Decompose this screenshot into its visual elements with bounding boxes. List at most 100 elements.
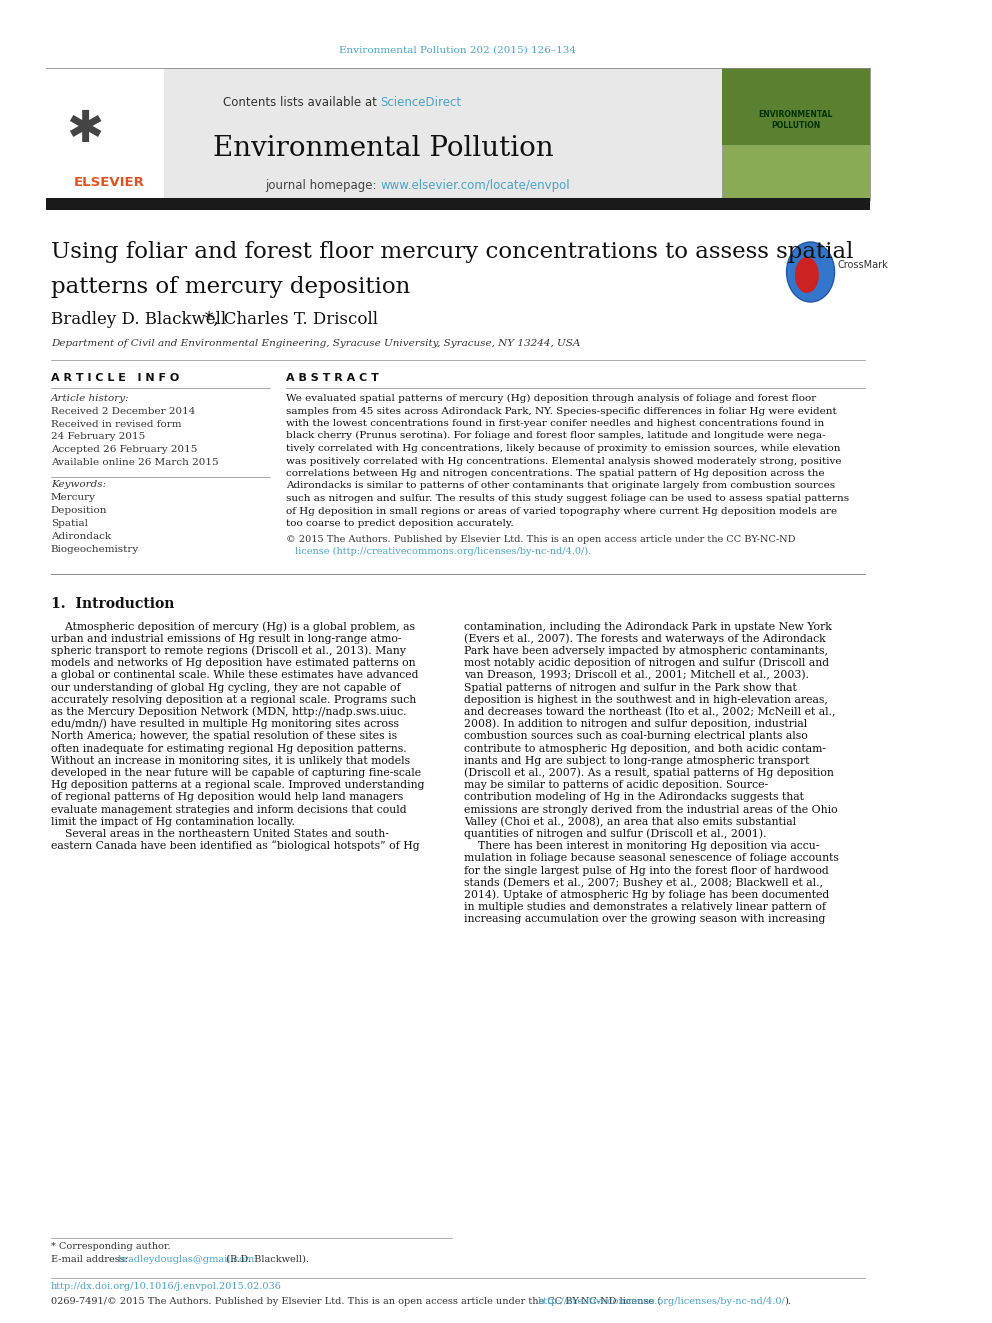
Text: was positively correlated with Hg concentrations. Elemental analysis showed mode: was positively correlated with Hg concen… [286, 456, 841, 466]
Text: bradleydouglas@gmail.com: bradleydouglas@gmail.com [117, 1256, 255, 1263]
Text: limit the impact of Hg contamination locally.: limit the impact of Hg contamination loc… [51, 816, 295, 827]
Text: Hg deposition patterns at a regional scale. Improved understanding: Hg deposition patterns at a regional sca… [51, 781, 425, 790]
Text: http://dx.doi.org/10.1016/j.envpol.2015.02.036: http://dx.doi.org/10.1016/j.envpol.2015.… [51, 1282, 282, 1291]
Text: * Corresponding author.: * Corresponding author. [51, 1242, 171, 1252]
Text: © 2015 The Authors. Published by Elsevier Ltd. This is an open access article un: © 2015 The Authors. Published by Elsevie… [286, 534, 796, 544]
Text: Contents lists available at: Contents lists available at [223, 97, 380, 110]
Text: Keywords:: Keywords: [51, 480, 106, 490]
Text: 1.  Introduction: 1. Introduction [51, 598, 175, 611]
Text: and decreases toward the northeast (Ito et al., 2002; McNeill et al.,: and decreases toward the northeast (Ito … [464, 706, 836, 717]
Text: (Driscoll et al., 2007). As a result, spatial patterns of Hg deposition: (Driscoll et al., 2007). As a result, sp… [464, 767, 834, 778]
Text: Environmental Pollution: Environmental Pollution [213, 135, 554, 161]
Text: too coarse to predict deposition accurately.: too coarse to predict deposition accurat… [286, 519, 514, 528]
Text: quantities of nitrogen and sulfur (Driscoll et al., 2001).: quantities of nitrogen and sulfur (Drisc… [464, 828, 767, 839]
Text: van Dreason, 1993; Driscoll et al., 2001; Mitchell et al., 2003).: van Dreason, 1993; Driscoll et al., 2001… [464, 669, 809, 680]
Text: patterns of mercury deposition: patterns of mercury deposition [51, 277, 410, 298]
Text: Park have been adversely impacted by atmospheric contaminants,: Park have been adversely impacted by atm… [464, 646, 828, 656]
Text: ELSEVIER: ELSEVIER [73, 176, 145, 189]
Text: Biogeochemistry: Biogeochemistry [51, 545, 139, 554]
Text: may be similar to patterns of acidic deposition. Source-: may be similar to patterns of acidic dep… [464, 781, 769, 790]
Text: tively correlated with Hg concentrations, likely because of proximity to emissio: tively correlated with Hg concentrations… [286, 445, 840, 452]
Text: Atmospheric deposition of mercury (Hg) is a global problem, as: Atmospheric deposition of mercury (Hg) i… [51, 620, 415, 631]
Text: correlations between Hg and nitrogen concentrations. The spatial pattern of Hg d: correlations between Hg and nitrogen con… [286, 468, 824, 478]
FancyBboxPatch shape [722, 67, 870, 146]
Text: of regional patterns of Hg deposition would help land managers: of regional patterns of Hg deposition wo… [51, 792, 403, 802]
Text: Spatial patterns of nitrogen and sulfur in the Park show that: Spatial patterns of nitrogen and sulfur … [464, 683, 798, 692]
Ellipse shape [787, 242, 834, 302]
Text: Deposition: Deposition [51, 505, 107, 515]
Text: Accepted 26 February 2015: Accepted 26 February 2015 [51, 445, 197, 454]
Text: accurately resolving deposition at a regional scale. Programs such: accurately resolving deposition at a reg… [51, 695, 416, 705]
Text: There has been interest in monitoring Hg deposition via accu-: There has been interest in monitoring Hg… [464, 841, 819, 851]
Text: evaluate management strategies and inform decisions that could: evaluate management strategies and infor… [51, 804, 407, 815]
Text: our understanding of global Hg cycling, they are not capable of: our understanding of global Hg cycling, … [51, 683, 401, 692]
Text: www.elsevier.com/locate/envpol: www.elsevier.com/locate/envpol [380, 179, 570, 192]
Text: inants and Hg are subject to long-range atmospheric transport: inants and Hg are subject to long-range … [464, 755, 809, 766]
Text: Adirondacks is similar to patterns of other contaminants that originate largely : Adirondacks is similar to patterns of ot… [286, 482, 835, 491]
Text: 2008). In addition to nitrogen and sulfur deposition, industrial: 2008). In addition to nitrogen and sulfu… [464, 718, 807, 729]
FancyBboxPatch shape [722, 67, 870, 200]
Text: ).: ). [785, 1297, 792, 1306]
Ellipse shape [795, 257, 818, 292]
Text: license (http://creativecommons.org/licenses/by-nc-nd/4.0/).: license (http://creativecommons.org/lice… [296, 548, 591, 557]
Text: ScienceDirect: ScienceDirect [380, 97, 461, 110]
Text: models and networks of Hg deposition have estimated patterns on: models and networks of Hg deposition hav… [51, 658, 416, 668]
FancyBboxPatch shape [47, 67, 722, 200]
Text: Mercury: Mercury [51, 493, 96, 501]
Text: E-mail address:: E-mail address: [51, 1256, 131, 1263]
Text: emissions are strongly derived from the industrial areas of the Ohio: emissions are strongly derived from the … [464, 804, 838, 815]
Text: mulation in foliage because seasonal senescence of foliage accounts: mulation in foliage because seasonal sen… [464, 853, 839, 864]
Text: Department of Civil and Environmental Engineering, Syracuse University, Syracuse: Department of Civil and Environmental En… [51, 339, 580, 348]
FancyBboxPatch shape [47, 67, 165, 200]
Text: urban and industrial emissions of Hg result in long-range atmo-: urban and industrial emissions of Hg res… [51, 634, 402, 644]
Text: A B S T R A C T: A B S T R A C T [286, 373, 379, 382]
Text: most notably acidic deposition of nitrogen and sulfur (Driscoll and: most notably acidic deposition of nitrog… [464, 658, 829, 668]
Text: increasing accumulation over the growing season with increasing: increasing accumulation over the growing… [464, 914, 825, 925]
Text: in multiple studies and demonstrates a relatively linear pattern of: in multiple studies and demonstrates a r… [464, 902, 826, 912]
Text: samples from 45 sites across Adirondack Park, NY. Species-specific differences i: samples from 45 sites across Adirondack … [286, 406, 837, 415]
Text: Adirondack: Adirondack [51, 532, 111, 541]
Text: eastern Canada have been identified as “biological hotspots” of Hg: eastern Canada have been identified as “… [51, 840, 420, 851]
Text: (Evers et al., 2007). The forests and waterways of the Adirondack: (Evers et al., 2007). The forests and wa… [464, 634, 826, 644]
Text: Using foliar and forest floor mercury concentrations to assess spatial: Using foliar and forest floor mercury co… [51, 241, 853, 263]
Text: Received in revised form: Received in revised form [51, 419, 182, 429]
Text: ✱: ✱ [66, 108, 103, 152]
Bar [47, 198, 870, 210]
Text: contribute to atmospheric Hg deposition, and both acidic contam-: contribute to atmospheric Hg deposition,… [464, 744, 826, 754]
Text: (B.D. Blackwell).: (B.D. Blackwell). [223, 1256, 310, 1263]
Text: Received 2 December 2014: Received 2 December 2014 [51, 407, 195, 415]
Text: for the single largest pulse of Hg into the forest floor of hardwood: for the single largest pulse of Hg into … [464, 865, 829, 876]
Text: 2014). Uptake of atmospheric Hg by foliage has been documented: 2014). Uptake of atmospheric Hg by folia… [464, 889, 829, 900]
Text: deposition is highest in the southwest and in high-elevation areas,: deposition is highest in the southwest a… [464, 695, 828, 705]
Text: journal homepage:: journal homepage: [265, 179, 380, 192]
Text: North America; however, the spatial resolution of these sites is: North America; however, the spatial reso… [51, 732, 397, 741]
Text: developed in the near future will be capable of capturing fine-scale: developed in the near future will be cap… [51, 767, 421, 778]
Text: We evaluated spatial patterns of mercury (Hg) deposition through analysis of fol: We evaluated spatial patterns of mercury… [286, 394, 816, 404]
Text: *, Charles T. Driscoll: *, Charles T. Driscoll [205, 311, 378, 328]
Text: A R T I C L E   I N F O: A R T I C L E I N F O [51, 373, 179, 382]
Text: stands (Demers et al., 2007; Bushey et al., 2008; Blackwell et al.,: stands (Demers et al., 2007; Bushey et a… [464, 877, 823, 888]
Text: black cherry (Prunus serotina). For foliage and forest floor samples, latitude a: black cherry (Prunus serotina). For foli… [286, 431, 825, 441]
Text: spheric transport to remote regions (Driscoll et al., 2013). Many: spheric transport to remote regions (Dri… [51, 646, 406, 656]
Text: Available online 26 March 2015: Available online 26 March 2015 [51, 458, 218, 467]
Text: CrossMark: CrossMark [837, 261, 888, 270]
Text: a global or continental scale. While these estimates have advanced: a global or continental scale. While the… [51, 671, 419, 680]
Text: Spatial: Spatial [51, 519, 87, 528]
Text: such as nitrogen and sulfur. The results of this study suggest foliage can be us: such as nitrogen and sulfur. The results… [286, 493, 849, 503]
Text: Valley (Choi et al., 2008), an area that also emits substantial: Valley (Choi et al., 2008), an area that… [464, 816, 797, 827]
Text: Bradley D. Blackwell: Bradley D. Blackwell [51, 311, 226, 328]
Text: often inadequate for estimating regional Hg deposition patterns.: often inadequate for estimating regional… [51, 744, 407, 754]
Text: contamination, including the Adirondack Park in upstate New York: contamination, including the Adirondack … [464, 622, 832, 631]
Text: of Hg deposition in small regions or areas of varied topography where current Hg: of Hg deposition in small regions or are… [286, 507, 837, 516]
Text: edu/mdn/) have resulted in multiple Hg monitoring sites across: edu/mdn/) have resulted in multiple Hg m… [51, 718, 399, 729]
Text: Article history:: Article history: [51, 394, 129, 404]
Text: contribution modeling of Hg in the Adirondacks suggests that: contribution modeling of Hg in the Adiro… [464, 792, 805, 802]
Text: 0269-7491/© 2015 The Authors. Published by Elsevier Ltd. This is an open access : 0269-7491/© 2015 The Authors. Published … [51, 1297, 661, 1306]
Text: 24 February 2015: 24 February 2015 [51, 433, 145, 441]
Text: ENVIRONMENTAL
POLLUTION: ENVIRONMENTAL POLLUTION [759, 110, 833, 131]
Text: Without an increase in monitoring sites, it is unlikely that models: Without an increase in monitoring sites,… [51, 755, 410, 766]
Text: http://creativecommons.org/licenses/by-nc-nd/4.0/: http://creativecommons.org/licenses/by-n… [538, 1297, 785, 1306]
Text: as the Mercury Deposition Network (MDN, http://nadp.sws.uiuc.: as the Mercury Deposition Network (MDN, … [51, 706, 407, 717]
Text: combustion sources such as coal-burning electrical plants also: combustion sources such as coal-burning … [464, 732, 808, 741]
Text: with the lowest concentrations found in first-year conifer needles and highest c: with the lowest concentrations found in … [286, 419, 824, 429]
